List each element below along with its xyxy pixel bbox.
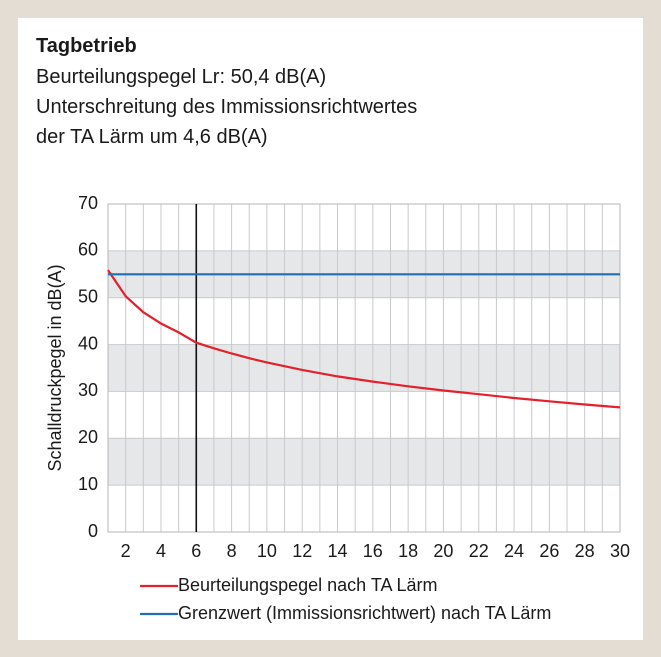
x-tick-label: 22 xyxy=(469,541,489,561)
x-tick-label: 30 xyxy=(610,541,630,561)
x-tick-label: 10 xyxy=(257,541,277,561)
y-tick-label: 30 xyxy=(78,380,98,400)
x-tick-label: 6 xyxy=(191,541,201,561)
panel xyxy=(18,18,643,640)
y-tick-label: 10 xyxy=(78,474,98,494)
x-tick-label: 2 xyxy=(121,541,131,561)
x-tick-label: 28 xyxy=(575,541,595,561)
subtitle: der TA Lärm um 4,6 dB(A) xyxy=(36,126,268,148)
y-tick-label: 70 xyxy=(78,193,98,213)
legend-label: Grenzwert (Immissionsrichtwert) nach TA … xyxy=(178,603,551,623)
x-tick-label: 16 xyxy=(363,541,383,561)
x-tick-label: 18 xyxy=(398,541,418,561)
y-tick-label: 50 xyxy=(78,286,98,306)
subtitle: Unterschreitung des Immissionsrichtwerte… xyxy=(36,96,417,118)
series-line xyxy=(107,269,621,409)
x-tick-label: 8 xyxy=(227,541,237,561)
y-tick-label: 0 xyxy=(88,521,98,541)
x-tick-label: 20 xyxy=(433,541,453,561)
band xyxy=(108,438,620,486)
x-tick-label: 4 xyxy=(156,541,166,561)
x-tick-label: 14 xyxy=(328,541,348,561)
band xyxy=(108,344,620,392)
x-tick-label: 24 xyxy=(504,541,524,561)
y-axis-label: Schalldruckpegel in dB(A) xyxy=(45,264,65,471)
x-tick-label: 26 xyxy=(539,541,559,561)
y-tick-label: 40 xyxy=(78,333,98,353)
x-tick-label: 12 xyxy=(292,541,312,561)
subtitle: Beurteilungspegel Lr: 50,4 dB(A) xyxy=(36,66,326,88)
y-tick-label: 20 xyxy=(78,427,98,447)
plot-border xyxy=(107,203,621,533)
legend-label: Beurteilungspegel nach TA Lärm xyxy=(178,575,438,595)
chart-title: Tagbetrieb xyxy=(36,35,137,57)
y-tick-label: 60 xyxy=(78,240,98,260)
